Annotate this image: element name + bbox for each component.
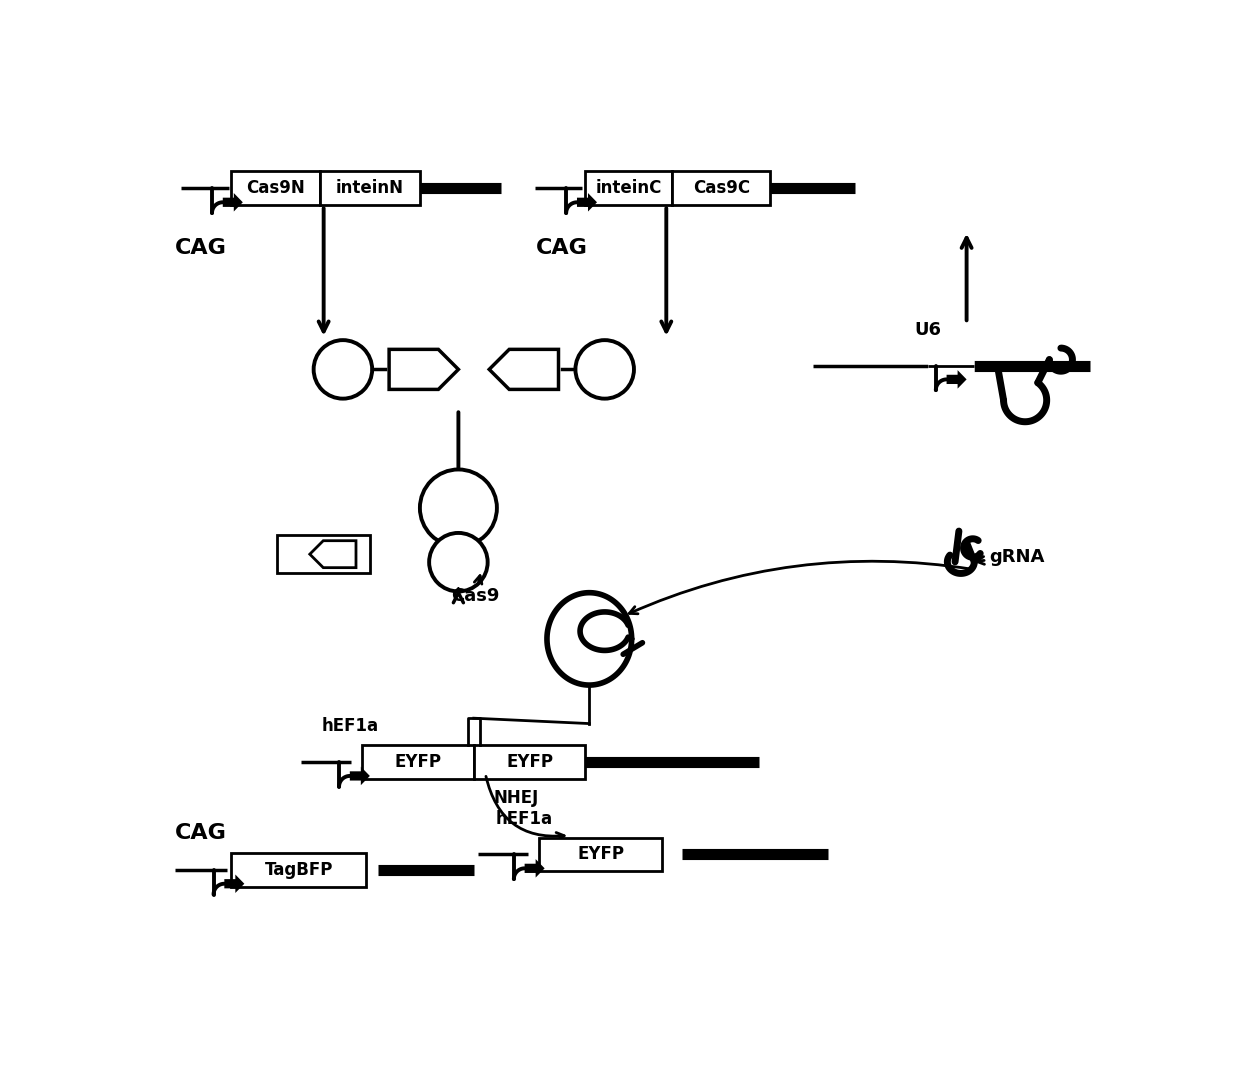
Bar (231, 853, 366, 886)
Circle shape (429, 533, 487, 591)
Text: hEF1a: hEF1a (322, 718, 379, 735)
Bar (585, 171, 672, 206)
Text: Cas9: Cas9 (450, 576, 498, 604)
Polygon shape (350, 767, 370, 785)
Text: EYFP: EYFP (578, 845, 625, 864)
Polygon shape (490, 350, 558, 390)
Polygon shape (310, 541, 356, 567)
Bar (231, 171, 320, 206)
Circle shape (575, 340, 634, 399)
Polygon shape (525, 859, 544, 878)
Bar (278, 535, 370, 574)
Bar (474, 745, 585, 779)
Polygon shape (223, 193, 243, 211)
Bar (539, 837, 662, 871)
Bar (362, 745, 474, 779)
Text: TagBFP: TagBFP (264, 861, 332, 879)
Polygon shape (577, 193, 596, 211)
Text: CAG: CAG (175, 823, 227, 843)
Text: gRNA: gRNA (976, 548, 1045, 566)
Polygon shape (389, 350, 459, 390)
Circle shape (314, 340, 372, 399)
Text: inteinC: inteinC (595, 180, 662, 197)
Text: hEF1a: hEF1a (495, 809, 552, 828)
Text: EYFP: EYFP (394, 754, 441, 771)
Bar (672, 171, 770, 206)
Text: U6: U6 (915, 320, 941, 339)
Polygon shape (224, 874, 244, 893)
Text: CAG: CAG (536, 238, 588, 258)
Bar (320, 171, 420, 206)
Circle shape (420, 469, 497, 547)
Text: inteinN: inteinN (336, 180, 404, 197)
Text: NHEJ: NHEJ (494, 790, 538, 807)
Polygon shape (946, 370, 967, 389)
Text: Cas9C: Cas9C (693, 180, 750, 197)
Text: CAG: CAG (175, 238, 227, 258)
Text: Cas9N: Cas9N (247, 180, 305, 197)
Text: EYFP: EYFP (506, 754, 553, 771)
